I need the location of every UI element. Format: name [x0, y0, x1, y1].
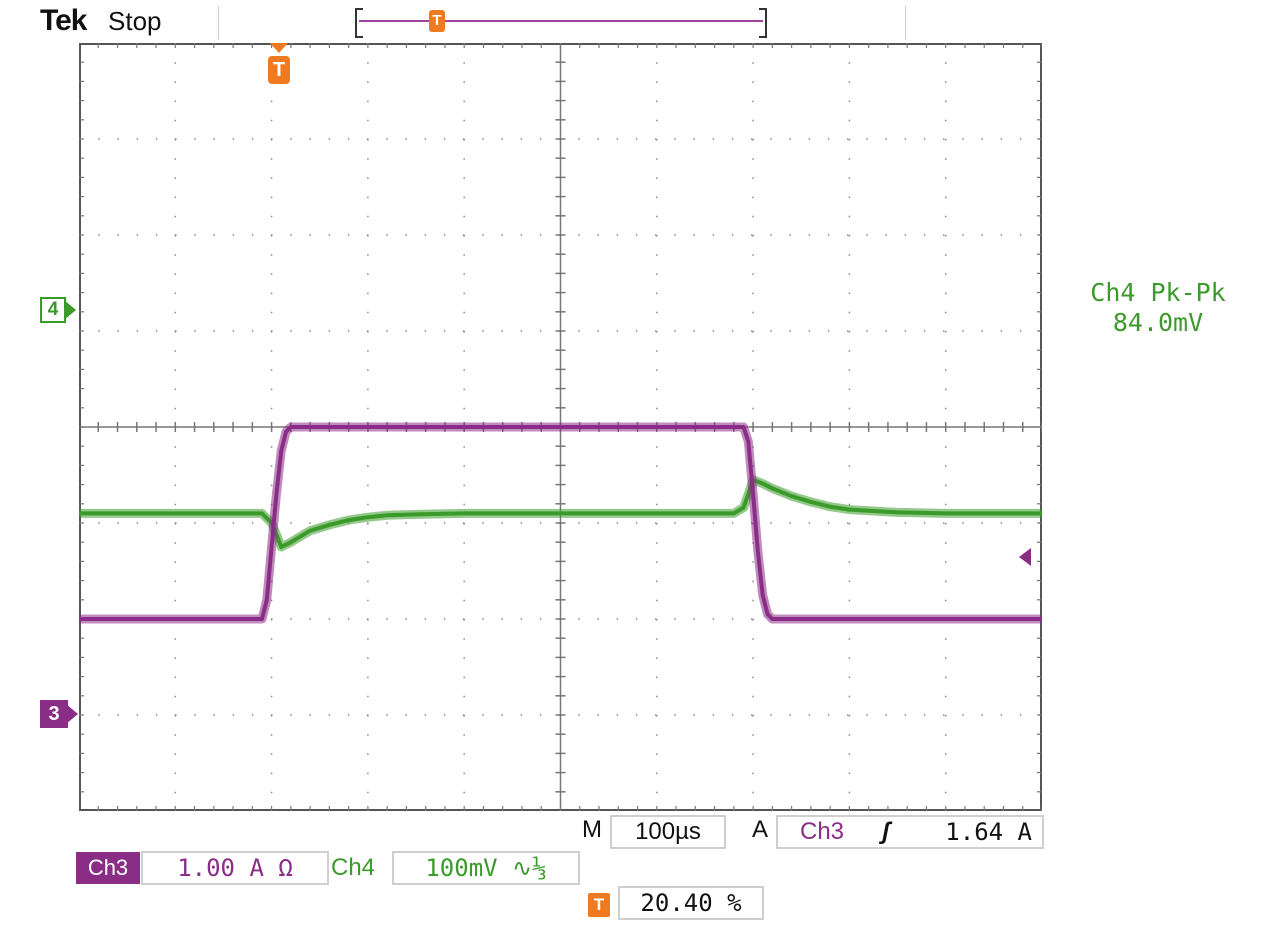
- ch4-scale-readout[interactable]: 100mV ∿⅓: [392, 851, 580, 885]
- acquisition-state: Stop: [108, 6, 162, 36]
- ch4-ground-marker[interactable]: 4: [40, 297, 66, 323]
- trace-layer: [79, 422, 1042, 624]
- record-line: [359, 20, 763, 22]
- trigger-source: Ch3: [800, 818, 845, 845]
- trigger-position-marker[interactable]: T: [268, 56, 290, 84]
- trigger-position-arrow-icon: [270, 43, 288, 53]
- measurement-label: Ch4 Pk-Pk: [1090, 278, 1226, 307]
- rising-edge-icon: ʃ: [882, 818, 890, 845]
- ch4-arrow-icon: [64, 300, 76, 320]
- record-bracket-left: [355, 8, 363, 38]
- brand-logo: Tek: [40, 4, 87, 37]
- trace-ch3: [79, 425, 1042, 621]
- ch3-scale-readout[interactable]: 1.00 A Ω: [141, 851, 329, 885]
- status-divider: [905, 6, 906, 40]
- trigger-position-readout[interactable]: 20.40 %: [618, 886, 764, 920]
- trigger-icon: T: [588, 893, 610, 917]
- scope-graticule: [79, 43, 1042, 811]
- ch3-tag[interactable]: Ch3: [76, 852, 140, 884]
- trigger-readout[interactable]: Ch3 ʃ 1.64 A: [776, 815, 1044, 849]
- status-divider: [218, 6, 219, 40]
- ch4-tag[interactable]: Ch4: [331, 854, 376, 881]
- ch3-arrow-icon: [66, 704, 78, 724]
- trigger-level: 1.64 A: [945, 818, 1032, 846]
- record-view-bar: T: [355, 8, 767, 38]
- trigger-mode-label: A: [752, 816, 769, 843]
- ch3-ground-marker[interactable]: 3: [40, 700, 68, 728]
- waveform-plot: [79, 43, 1042, 811]
- trigger-position-icon: T: [429, 10, 445, 32]
- timebase-readout[interactable]: 100µs: [610, 815, 726, 849]
- measurement-value: 84.0mV: [1112, 308, 1204, 337]
- record-bracket-right: [759, 8, 767, 38]
- trigger-level-arrow-icon[interactable]: [1019, 548, 1031, 566]
- main-timebase-label: M: [582, 816, 602, 843]
